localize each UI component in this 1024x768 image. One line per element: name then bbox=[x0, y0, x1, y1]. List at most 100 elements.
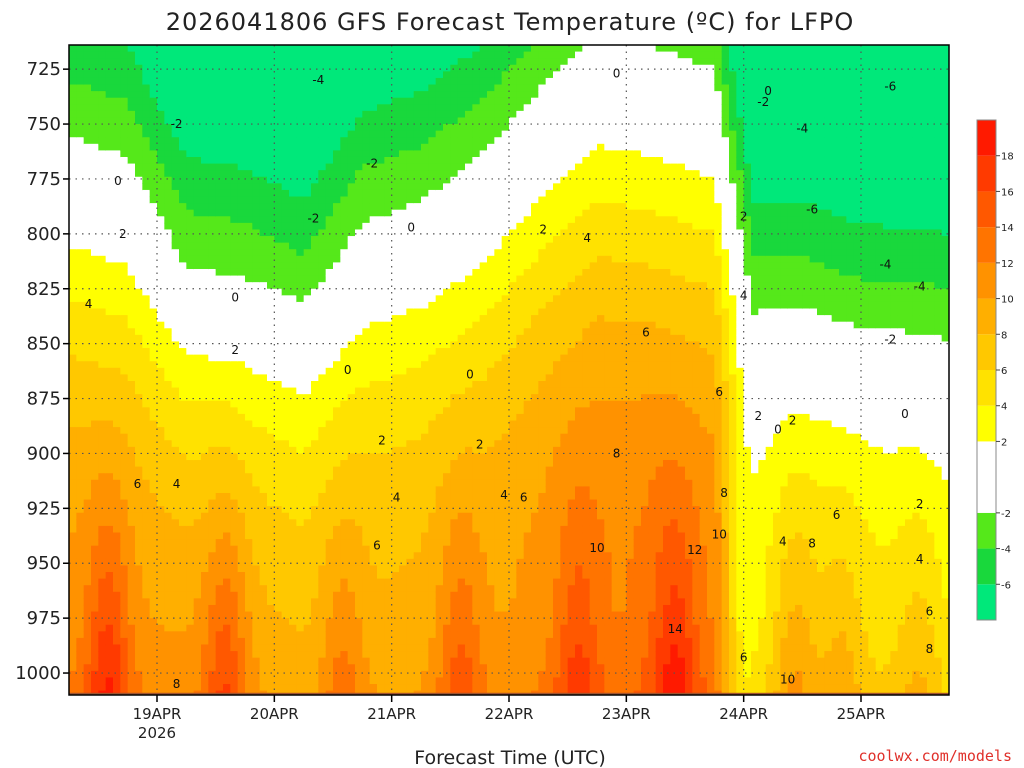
temperature-cell bbox=[171, 624, 180, 632]
temperature-cell bbox=[369, 282, 378, 290]
temperature-cell bbox=[362, 374, 371, 382]
temperature-cell bbox=[208, 657, 217, 665]
temperature-cell bbox=[105, 591, 114, 599]
temperature-cell bbox=[120, 97, 129, 105]
temperature-cell bbox=[428, 117, 437, 125]
temperature-cell bbox=[340, 618, 349, 626]
temperature-cell bbox=[193, 387, 202, 395]
temperature-cell bbox=[303, 58, 312, 66]
temperature-cell bbox=[428, 519, 437, 527]
temperature-cell bbox=[208, 203, 217, 211]
temperature-cell bbox=[127, 670, 136, 679]
temperature-cell bbox=[362, 203, 371, 211]
temperature-cell bbox=[245, 334, 253, 343]
temperature-cell bbox=[157, 341, 165, 349]
temperature-cell bbox=[377, 413, 385, 422]
temperature-cell bbox=[384, 684, 393, 692]
temperature-cell bbox=[127, 506, 136, 514]
temperature-cell bbox=[113, 453, 121, 461]
temperature-cell bbox=[179, 433, 187, 441]
temperature-cell bbox=[164, 611, 173, 619]
temperature-cell bbox=[171, 110, 180, 119]
temperature-cell bbox=[113, 677, 121, 685]
temperature-cell bbox=[164, 651, 173, 659]
temperature-cell bbox=[149, 499, 158, 507]
temperature-cell bbox=[113, 222, 121, 231]
temperature-cell bbox=[193, 91, 202, 99]
temperature-cell bbox=[76, 664, 85, 672]
temperature-cell bbox=[76, 427, 85, 435]
temperature-cell bbox=[149, 670, 158, 679]
temperature-cell bbox=[215, 143, 224, 152]
temperature-cell bbox=[259, 282, 268, 290]
temperature-cell bbox=[91, 163, 99, 171]
temperature-cell bbox=[142, 651, 151, 659]
temperature-cell bbox=[296, 196, 305, 204]
temperature-cell bbox=[208, 604, 217, 613]
temperature-cell bbox=[237, 387, 246, 395]
temperature-cell bbox=[303, 545, 312, 553]
temperature-cell bbox=[421, 506, 429, 514]
temperature-cell bbox=[91, 407, 99, 415]
temperature-cell bbox=[362, 394, 371, 402]
temperature-cell bbox=[428, 394, 437, 402]
temperature-cell bbox=[237, 361, 246, 369]
temperature-cell bbox=[325, 361, 334, 369]
temperature-cell bbox=[83, 486, 92, 494]
temperature-cell bbox=[179, 499, 187, 507]
temperature-cell bbox=[237, 446, 246, 455]
temperature-cell bbox=[223, 321, 231, 329]
temperature-cell bbox=[105, 394, 114, 402]
temperature-cell bbox=[399, 328, 407, 336]
temperature-cell bbox=[171, 479, 180, 487]
temperature-cell bbox=[179, 71, 187, 79]
temperature-cell bbox=[245, 565, 253, 573]
temperature-cell bbox=[186, 651, 195, 659]
temperature-cell bbox=[252, 558, 261, 567]
temperature-cell bbox=[237, 268, 246, 277]
temperature-cell bbox=[237, 460, 246, 468]
temperature-cell bbox=[171, 91, 180, 99]
temperature-cell bbox=[355, 684, 363, 692]
temperature-cell bbox=[362, 604, 371, 613]
temperature-cell bbox=[83, 552, 92, 560]
temperature-cell bbox=[325, 255, 334, 263]
temperature-cell bbox=[421, 328, 429, 336]
temperature-cell bbox=[369, 644, 378, 652]
temperature-cell bbox=[98, 301, 107, 310]
temperature-cell bbox=[406, 156, 415, 165]
temperature-cell bbox=[252, 255, 261, 263]
temperature-cell bbox=[193, 604, 202, 613]
temperature-cell bbox=[296, 301, 305, 310]
temperature-cell bbox=[83, 321, 92, 329]
temperature-cell bbox=[76, 209, 85, 217]
temperature-cell bbox=[171, 288, 180, 296]
temperature-cell bbox=[113, 236, 121, 244]
temperature-cell bbox=[421, 539, 429, 547]
temperature-cell bbox=[362, 58, 371, 66]
temperature-cell bbox=[135, 387, 143, 395]
temperature-cell bbox=[289, 137, 297, 145]
temperature-cell bbox=[281, 282, 290, 290]
temperature-cell bbox=[142, 631, 151, 639]
temperature-cell bbox=[186, 236, 195, 244]
temperature-cell bbox=[325, 275, 334, 283]
temperature-cell bbox=[259, 64, 268, 72]
temperature-cell bbox=[127, 308, 136, 316]
temperature-cell bbox=[193, 519, 202, 527]
temperature-cell bbox=[377, 354, 385, 362]
temperature-cell bbox=[245, 117, 253, 125]
temperature-cell bbox=[340, 466, 349, 474]
temperature-cell bbox=[355, 45, 363, 53]
temperature-cell bbox=[325, 519, 334, 527]
temperature-cell bbox=[91, 637, 99, 646]
temperature-cell bbox=[267, 236, 275, 244]
temperature-cell bbox=[340, 288, 349, 296]
temperature-cell bbox=[223, 367, 231, 375]
temperature-cell bbox=[223, 657, 231, 665]
temperature-cell bbox=[171, 367, 180, 375]
temperature-cell bbox=[384, 361, 393, 369]
temperature-cell bbox=[340, 578, 349, 586]
temperature-cell bbox=[428, 51, 437, 59]
temperature-cell bbox=[274, 677, 283, 685]
